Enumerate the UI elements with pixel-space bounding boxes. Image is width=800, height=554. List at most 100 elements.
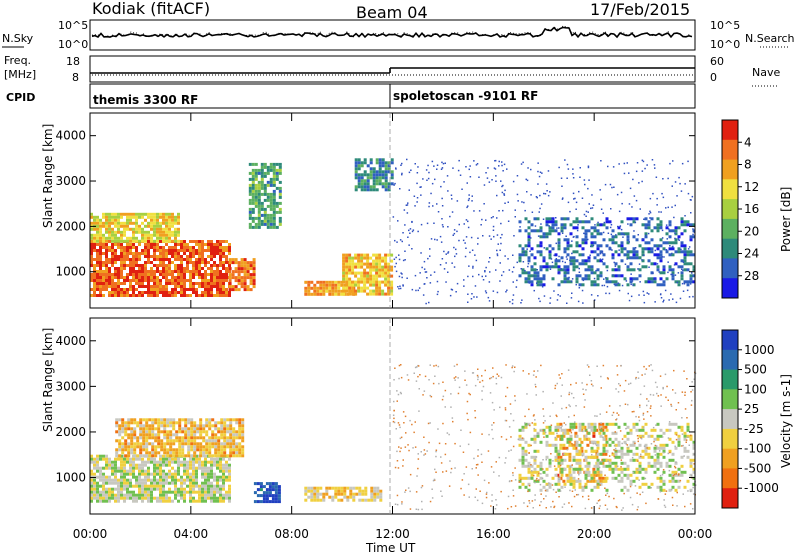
heatmap-cell: [683, 256, 687, 260]
heatmap-cell: [163, 451, 167, 455]
heatmap-cell: [674, 488, 678, 492]
heatmap-cell: [159, 240, 162, 243]
heatmap-cell: [117, 267, 120, 270]
heatmap-cell: [231, 261, 235, 265]
heatmap-cell: [157, 436, 161, 440]
heatmap-cell: [237, 273, 241, 277]
heatmap-cell: [378, 158, 382, 162]
heatmap-cell: [248, 201, 252, 205]
heatmap-cell: [593, 422, 597, 426]
heatmap-cell: [653, 437, 657, 441]
heatmap-cell: [127, 421, 131, 425]
heatmap-cell: [251, 219, 255, 223]
heatmap-cell: [108, 291, 111, 294]
heatmap-cell: [156, 469, 159, 473]
heatmap-cell: [602, 238, 606, 242]
heatmap-cell: [99, 258, 102, 261]
scatter-point: [588, 366, 590, 368]
heatmap-cell: [156, 499, 159, 503]
heatmap-cell: [390, 268, 394, 272]
heatmap-cell: [165, 457, 168, 461]
heatmap-cell: [213, 463, 216, 467]
scatter-point: [680, 242, 682, 244]
heatmap-cell: [257, 186, 261, 190]
heatmap-cell: [548, 220, 552, 224]
scatter-point: [411, 248, 413, 250]
heatmap-cell: [205, 433, 209, 437]
heatmap-cell: [192, 478, 195, 482]
heatmap-cell: [572, 467, 576, 471]
heatmap-cell: [168, 249, 171, 252]
heatmap-cell: [129, 218, 132, 222]
heatmap-cell: [605, 440, 609, 444]
heatmap-cell: [220, 424, 224, 428]
heatmap-cell: [521, 425, 525, 429]
scatter-point: [441, 224, 444, 226]
heatmap-cell: [193, 448, 197, 452]
heatmap-cell: [120, 246, 123, 249]
heatmap-cell: [150, 499, 153, 503]
scatter-point: [671, 489, 673, 491]
heatmap-cell: [162, 261, 165, 264]
heatmap-cell: [159, 261, 162, 264]
heatmap-cell: [611, 461, 615, 465]
heatmap-cell: [363, 286, 367, 290]
heatmap-cell: [370, 495, 374, 499]
scatter-point: [676, 195, 678, 197]
scatter-point: [656, 204, 658, 206]
heatmap-cell: [246, 270, 250, 274]
heatmap-cell: [355, 486, 359, 490]
heatmap-cell: [632, 452, 636, 456]
scatter-point: [675, 473, 677, 475]
heatmap-cell: [174, 255, 177, 258]
heatmap-cell: [228, 496, 231, 500]
heatmap-cell: [201, 490, 204, 494]
heatmap-cell: [372, 268, 376, 272]
heatmap-cell: [260, 177, 264, 181]
heatmap-cell: [686, 280, 690, 284]
heatmap-cell: [198, 276, 201, 279]
scatter-point: [660, 297, 663, 299]
scatter-point: [584, 183, 586, 186]
heatmap-cell: [160, 430, 164, 434]
heatmap-cell: [647, 455, 651, 459]
heatmap-cell: [248, 171, 252, 175]
heatmap-cell: [222, 279, 225, 282]
scatter-point: [646, 292, 648, 294]
heatmap-cell: [266, 168, 270, 172]
heatmap-cell: [156, 258, 159, 261]
heatmap-cell: [234, 261, 238, 265]
heatmap-cell: [135, 255, 138, 258]
heatmap-cell: [126, 288, 129, 291]
heatmap-cell: [566, 247, 570, 251]
heatmap-cell: [632, 220, 636, 224]
heatmap-cell: [384, 182, 388, 186]
heatmap-cell: [527, 232, 531, 236]
heatmap-cell: [183, 466, 186, 470]
heatmap-cell: [638, 428, 642, 432]
heatmap-cell: [171, 230, 174, 234]
heatmap-cell: [180, 246, 183, 249]
heatmap-cell: [548, 425, 552, 429]
scatter-point: [557, 488, 559, 491]
heatmap-cell: [581, 485, 585, 489]
scatter-point: [511, 302, 514, 305]
scatter-point: [578, 267, 580, 270]
heatmap-cell: [133, 418, 137, 422]
scatter-point: [493, 235, 495, 238]
heatmap-cell: [620, 461, 624, 465]
heatmap-cell: [222, 285, 225, 288]
heatmap-cell: [572, 250, 576, 254]
heatmap-cell: [229, 451, 233, 455]
heatmap-cell: [319, 289, 323, 293]
heatmap-cell: [183, 499, 186, 503]
heatmap-cell: [241, 433, 245, 437]
heatmap-cell: [659, 259, 663, 263]
heatmap-cell: [671, 268, 675, 272]
scatter-point: [399, 239, 402, 241]
heatmap-cell: [384, 185, 388, 189]
colorbar-tick-label: 20: [744, 224, 759, 238]
heatmap-cell: [545, 217, 549, 221]
heatmap-cell: [240, 279, 244, 283]
scatter-point: [508, 269, 511, 271]
